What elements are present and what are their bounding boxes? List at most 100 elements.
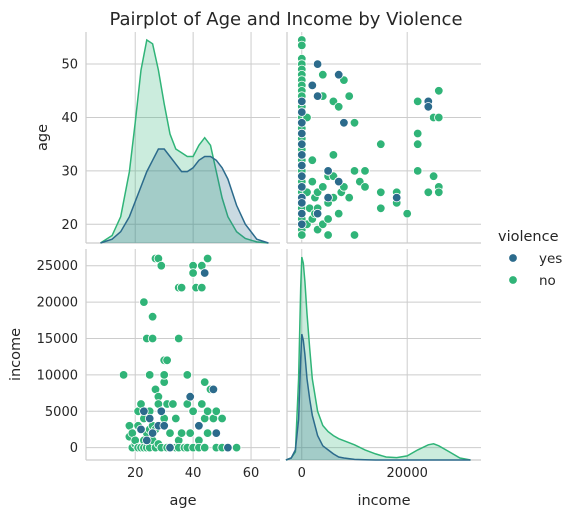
point-yes xyxy=(339,118,349,128)
point-yes xyxy=(297,139,307,149)
point-no xyxy=(202,253,213,264)
point-no xyxy=(139,297,149,307)
kde-income-fill-yes xyxy=(285,334,471,460)
y-axis-label-income: income xyxy=(8,328,24,381)
legend-marker-yes xyxy=(508,253,518,263)
point-yes xyxy=(392,192,402,203)
point-no xyxy=(413,166,423,176)
point-no xyxy=(147,333,158,344)
point-no xyxy=(413,128,423,139)
point-yes xyxy=(194,421,204,431)
point-no xyxy=(434,112,444,123)
point-yes xyxy=(297,198,307,208)
point-no xyxy=(182,370,193,380)
point-no xyxy=(349,166,360,176)
point-yes xyxy=(136,424,146,435)
y-axis-label-age: age xyxy=(35,124,51,151)
legend-marker-no xyxy=(508,275,518,285)
point-no xyxy=(197,399,207,409)
point-yes xyxy=(142,435,152,446)
point-no xyxy=(173,333,184,344)
point-no xyxy=(231,442,242,453)
tick-label-x: 60 xyxy=(243,466,260,481)
tick-label-y: 50 xyxy=(61,58,78,73)
point-no xyxy=(185,428,195,438)
tick-label-y: 5000 xyxy=(45,405,78,420)
point-no xyxy=(360,182,370,192)
point-no xyxy=(307,176,318,187)
point-no xyxy=(323,214,333,224)
tick-label-x: 40 xyxy=(185,466,202,481)
legend-label-no: no xyxy=(539,273,556,289)
point-no xyxy=(171,413,181,424)
kde-age-fill-yes xyxy=(100,149,269,243)
point-yes xyxy=(297,118,307,128)
kde-income-line-no xyxy=(285,256,471,461)
x-axis-label-age: age xyxy=(169,493,196,509)
point-no xyxy=(162,355,172,366)
legend: violence yes no xyxy=(498,229,562,289)
tick-label-y: 15000 xyxy=(37,332,78,347)
point-yes xyxy=(211,428,222,438)
point-no xyxy=(176,428,187,438)
kde-age-line-yes xyxy=(100,148,269,244)
legend-label-yes: yes xyxy=(539,251,562,267)
tick-label-y: 30 xyxy=(61,164,78,179)
point-yes xyxy=(307,80,318,91)
point-no xyxy=(165,428,175,438)
point-yes xyxy=(297,150,307,160)
point-yes xyxy=(423,102,434,112)
point-no xyxy=(156,261,167,271)
point-yes xyxy=(223,442,233,453)
point-yes xyxy=(297,171,307,181)
point-yes xyxy=(165,442,175,453)
point-no xyxy=(349,118,360,128)
point-no xyxy=(199,442,210,453)
point-no xyxy=(428,171,439,181)
legend-title: violence xyxy=(498,229,559,245)
tick-label-y: 25000 xyxy=(37,259,78,274)
point-no xyxy=(188,406,198,417)
tick-label-x: 20000 xyxy=(387,466,428,481)
point-yes xyxy=(185,392,195,402)
point-yes xyxy=(312,91,323,101)
point-no xyxy=(376,139,386,149)
point-no xyxy=(217,413,227,424)
point-no xyxy=(297,230,307,240)
point-yes xyxy=(334,69,344,80)
tick-label-x: 0 xyxy=(298,466,306,481)
x-axis-label-income: income xyxy=(357,493,410,509)
tick-label-y: 0 xyxy=(70,441,78,456)
tick-label-y: 10000 xyxy=(37,368,78,383)
point-no xyxy=(423,187,434,198)
point-no xyxy=(202,428,213,438)
point-yes xyxy=(144,413,155,424)
point-yes xyxy=(147,428,158,438)
point-no xyxy=(344,192,354,203)
tick-label-x: 20 xyxy=(127,466,144,481)
tick-label-y: 20 xyxy=(61,218,78,233)
point-no xyxy=(413,139,423,149)
point-yes xyxy=(297,160,307,171)
point-yes xyxy=(323,166,333,176)
point-no xyxy=(402,208,412,219)
point-no xyxy=(168,399,178,409)
point-yes xyxy=(312,59,323,69)
point-no xyxy=(349,230,360,240)
point-no xyxy=(376,203,386,214)
point-no xyxy=(318,69,328,80)
point-no xyxy=(434,86,444,96)
point-no xyxy=(307,155,318,165)
point-no xyxy=(297,40,307,51)
panel-1-0 xyxy=(85,249,280,461)
kde-age-fill-no xyxy=(100,40,269,243)
kde-income-line-yes xyxy=(285,333,471,461)
point-yes xyxy=(297,96,307,107)
point-yes xyxy=(297,128,307,139)
point-yes xyxy=(312,208,323,219)
point-no xyxy=(413,96,423,107)
point-yes xyxy=(297,182,307,192)
point-yes xyxy=(208,384,219,395)
point-no xyxy=(202,406,213,417)
point-no xyxy=(199,377,210,387)
